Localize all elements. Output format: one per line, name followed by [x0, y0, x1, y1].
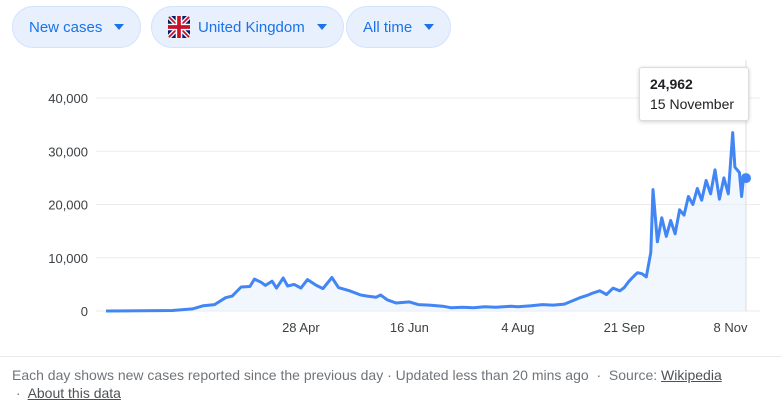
divider [0, 356, 782, 357]
metric-filter-chip[interactable]: New cases [12, 6, 142, 48]
y-tick-label: 10,000 [48, 251, 88, 266]
metric-filter-label: New cases [29, 18, 103, 36]
value-tooltip: 24,962 15 November [639, 67, 749, 121]
uk-flag-icon [168, 16, 190, 38]
caret-down-icon [114, 24, 125, 30]
y-tick-label: 0 [81, 304, 88, 319]
x-tick-label: 21 Sep [604, 320, 645, 335]
tooltip-date: 15 November [650, 96, 735, 112]
x-tick-label: 28 Apr [282, 320, 320, 335]
cases-area [106, 132, 746, 311]
range-filter-chip[interactable]: All time [346, 6, 452, 48]
x-tick-label: 4 Aug [501, 320, 534, 335]
hover-point [741, 173, 751, 184]
x-tick-label: 16 Jun [390, 320, 429, 335]
country-filter-chip[interactable]: United Kingdom [151, 6, 344, 48]
source-link[interactable]: Wikipedia [661, 367, 722, 383]
caret-down-icon [316, 24, 327, 30]
cases-chart[interactable]: 0 10,000 20,000 30,000 40,000 28 Apr 16 Jun 4 … [0, 60, 782, 350]
range-filter-label: All time [363, 18, 413, 36]
about-data-link[interactable]: About this data [27, 385, 121, 401]
footer-note: Each day shows new cases reported since … [12, 367, 589, 383]
y-tick-label: 40,000 [48, 91, 88, 106]
y-tick-label: 20,000 [48, 198, 88, 213]
country-filter-label: United Kingdom [198, 18, 305, 36]
tooltip-value: 24,962 [650, 76, 693, 92]
y-tick-label: 30,000 [48, 144, 88, 159]
source-label: Source: [608, 367, 658, 383]
footer: Each day shows new cases reported since … [12, 367, 722, 401]
caret-down-icon [424, 24, 435, 30]
cases-line [105, 131, 748, 313]
x-tick-label: 8 Nov [714, 320, 748, 335]
